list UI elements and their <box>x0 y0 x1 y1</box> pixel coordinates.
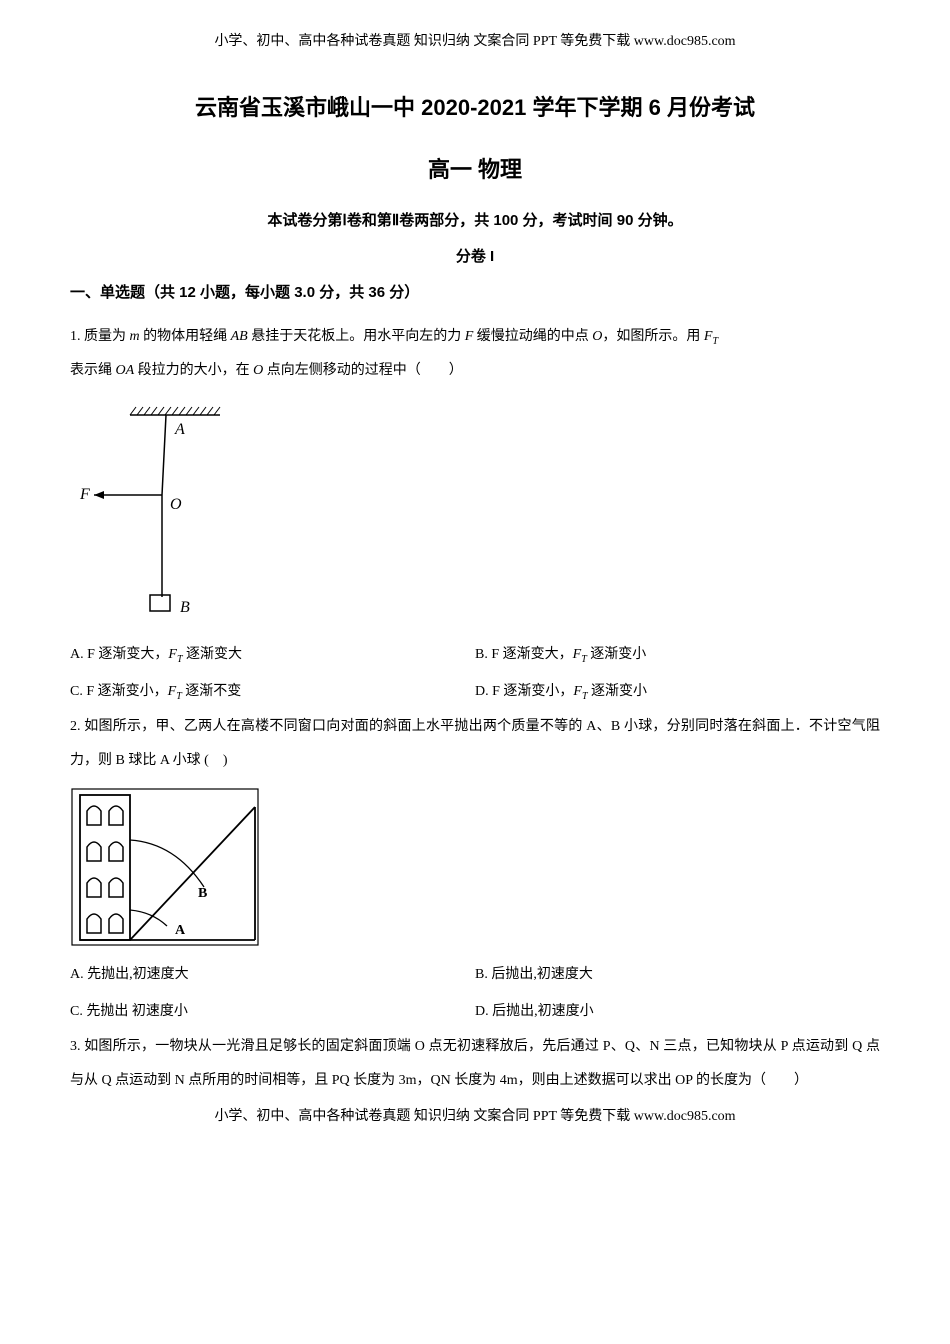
q1-text: 的物体用轻绳 <box>140 329 231 344</box>
exam-title: 云南省玉溪市峨山一中 2020-2021 学年下学期 6 月份考试 <box>70 90 880 122</box>
q1-figure: A F O B <box>70 397 880 627</box>
section-label: 分卷 I <box>70 245 880 266</box>
section-title: 一、单选题（共 12 小题，每小题 3.0 分，共 36 分） <box>70 281 880 302</box>
exam-info: 本试卷分第Ⅰ卷和第Ⅱ卷两部分，共 100 分，考试时间 90 分钟。 <box>70 209 880 230</box>
q2-option-a: A. 先抛出,初速度大 <box>70 957 475 993</box>
q2-option-c: C. 先抛出 初速度小 <box>70 994 475 1030</box>
q2-options-row1: A. 先抛出,初速度大 B. 后抛出,初速度大 <box>70 957 880 993</box>
q1-o: O <box>592 329 602 344</box>
q1-text: 缓慢拉动绳的中点 <box>473 329 592 344</box>
q1-option-d: D. F 逐渐变小，FT 逐渐变小 <box>475 674 880 710</box>
svg-text:B: B <box>180 599 190 616</box>
q1-text-2: 点向左侧移动的过程中（ ） <box>263 363 463 378</box>
q1-text: 1. 质量为 <box>70 329 130 344</box>
q2-diagram: AB <box>70 787 260 947</box>
question-2: 2. 如图所示，甲、乙两人在高楼不同窗口向对面的斜面上水平抛出两个质量不等的 A… <box>70 710 880 777</box>
exam-subtitle: 高一 物理 <box>70 152 880 184</box>
q1-f: F <box>465 329 474 344</box>
q1-text: 悬挂于天花板上。用水平向左的力 <box>248 329 465 344</box>
q1-oa: OA <box>116 363 135 378</box>
page-footer: 小学、初中、高中各种试卷真题 知识归纳 文案合同 PPT 等免费下载 www.d… <box>0 1105 950 1125</box>
q1-option-c: C. F 逐渐变小，FT 逐渐不变 <box>70 674 475 710</box>
q1-options-row2: C. F 逐渐变小，FT 逐渐不变 D. F 逐渐变小，FT 逐渐变小 <box>70 674 880 710</box>
q1-o2: O <box>253 363 263 378</box>
q1-option-a: A. F 逐渐变大，FT 逐渐变大 <box>70 637 475 673</box>
q1-ft: FT <box>704 329 718 344</box>
q2-option-d: D. 后抛出,初速度小 <box>475 994 880 1030</box>
q1-ab: AB <box>231 329 248 344</box>
q1-text: ，如图所示。用 <box>602 329 704 344</box>
svg-text:F: F <box>79 486 90 503</box>
q1-text-2: 段拉力的大小，在 <box>134 363 253 378</box>
q1-text-2: 表示绳 <box>70 363 116 378</box>
q1-options-row1: A. F 逐渐变大，FT 逐渐变大 B. F 逐渐变大，FT 逐渐变小 <box>70 637 880 673</box>
svg-text:A: A <box>174 421 185 438</box>
question-3: 3. 如图所示，一物块从一光滑且足够长的固定斜面顶端 O 点无初速释放后，先后通… <box>70 1030 880 1097</box>
page-header: 小学、初中、高中各种试卷真题 知识归纳 文案合同 PPT 等免费下载 www.d… <box>70 30 880 50</box>
question-1: 1. 质量为 m 的物体用轻绳 AB 悬挂于天花板上。用水平向左的力 F 缓慢拉… <box>70 320 880 387</box>
svg-text:O: O <box>170 496 182 513</box>
q1-option-b: B. F 逐渐变大，FT 逐渐变小 <box>475 637 880 673</box>
svg-text:B: B <box>198 886 207 901</box>
q2-figure: AB <box>70 787 880 947</box>
q1-m: m <box>130 329 140 344</box>
q1-diagram: A F O B <box>70 397 230 627</box>
svg-text:A: A <box>175 923 186 938</box>
q2-options-row2: C. 先抛出 初速度小 D. 后抛出,初速度小 <box>70 994 880 1030</box>
q2-option-b: B. 后抛出,初速度大 <box>475 957 880 993</box>
